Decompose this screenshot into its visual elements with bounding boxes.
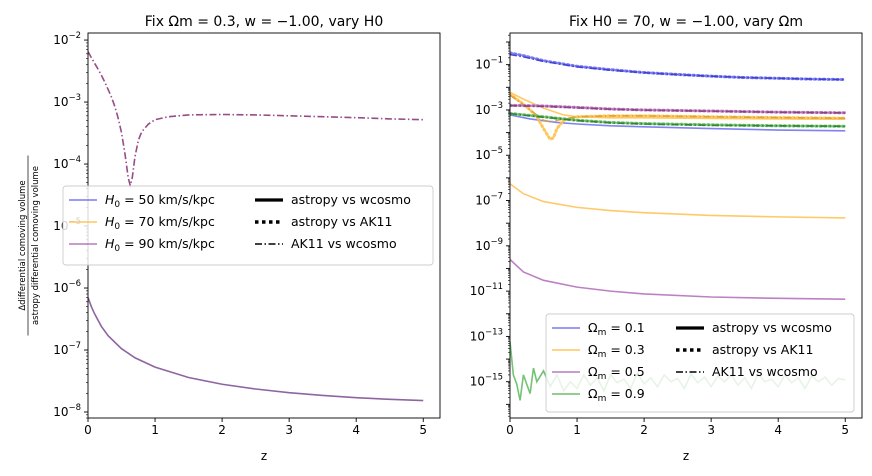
x-tick-label: 1 (573, 423, 581, 437)
legend-box (545, 313, 855, 413)
series-line-10 (510, 112, 846, 128)
y-axis-label-denominator: astropy differential comoving volume (31, 166, 41, 325)
chart-title: Fix H0 = 70, w = −1.00, vary Ωm (569, 14, 803, 30)
y-tick-label: 10−7 (475, 192, 503, 208)
series-line-1 (88, 51, 424, 189)
y-tick-label: 10−15 (470, 373, 503, 389)
legend-entry-label: Ωm = 0.5 (588, 364, 645, 382)
legend-entry-label: H0 = 70 km/s/kpc (105, 214, 215, 232)
legend-style-label: astropy vs AK11 (291, 214, 392, 229)
series-line-5 (510, 91, 846, 121)
legend-entry-label: Ωm = 0.3 (588, 342, 645, 360)
legend-entry-label: H0 = 90 km/s/kpc (105, 236, 215, 254)
y-tick-label: 10−4 (53, 155, 81, 171)
plot-area (88, 51, 424, 402)
y-tick-label: 10−5 (475, 146, 503, 162)
chart-panel-2: 0 1 2 3 4 5 10−15 10−13 10−11 10−9 10−7 10−5 10−3 10−… (470, 14, 863, 463)
y-tick-label: 10−6 (53, 279, 81, 295)
legend: H0 = 50 km/s/kpc H0 = 70 km/s/kpc H0 = 90 … (62, 185, 434, 266)
x-tick-label: 2 (218, 423, 226, 437)
x-tick-label: 0 (506, 423, 514, 437)
legend-entry-label: H0 = 50 km/s/kpc (105, 192, 215, 210)
y-tick-label: 10−8 (53, 403, 81, 419)
legend-entry-label: Ωm = 0.9 (588, 386, 645, 404)
legend-entry-label: Ωm = 0.1 (588, 320, 645, 338)
x-axis-label: z (261, 449, 267, 463)
x-tick-label: 4 (774, 423, 782, 437)
y-axis-label-numerator: Δdifferential comoving volume (18, 180, 28, 310)
x-tick-label: 0 (84, 423, 92, 437)
x-tick-label: 3 (707, 423, 715, 437)
y-tick-label: 10−3 (53, 93, 81, 109)
series-line-2 (88, 297, 424, 402)
y-tick-label: 10−11 (470, 282, 503, 298)
x-tick-label: 3 (285, 423, 293, 437)
legend-style-label: astropy vs AK11 (712, 342, 813, 357)
legend-style-label: astropy vs wcosmo (712, 320, 832, 335)
series-line-12 (510, 258, 846, 300)
y-tick-label: 10−9 (475, 237, 503, 253)
series-line-11 (510, 183, 846, 219)
series-line-8 (510, 104, 846, 114)
x-tick-label: 2 (640, 423, 648, 437)
x-axis-label: z (683, 449, 689, 463)
y-tick-label: 10−2 (53, 31, 81, 47)
series-line-2 (510, 53, 846, 81)
y-tick-label: 10−7 (53, 341, 81, 357)
y-tick-label: 10−3 (475, 101, 503, 117)
x-tick-label: 5 (419, 423, 427, 437)
legend-style-label: astropy vs wcosmo (291, 192, 411, 207)
y-tick-label: 10−13 (470, 327, 503, 343)
x-tick-label: 4 (352, 423, 360, 437)
x-tick-label: 5 (841, 423, 849, 437)
legend: Ωm = 0.1 Ωm = 0.3 Ωm = 0.5 Ωm = 0.9 astropy … (545, 313, 855, 413)
legend-box (62, 185, 434, 266)
legend-style-label: AK11 vs wcosmo (712, 364, 818, 379)
y-axis-label: Δdifferential comoving volume astropy dif… (18, 155, 41, 336)
x-tick-label: 1 (151, 423, 159, 437)
plot-area (510, 51, 847, 401)
chart-title: Fix Ωm = 0.3, w = −1.00, vary H0 (145, 14, 383, 30)
legend-style-label: AK11 vs wcosmo (291, 236, 397, 251)
y-tick-label: 10−1 (475, 56, 503, 72)
